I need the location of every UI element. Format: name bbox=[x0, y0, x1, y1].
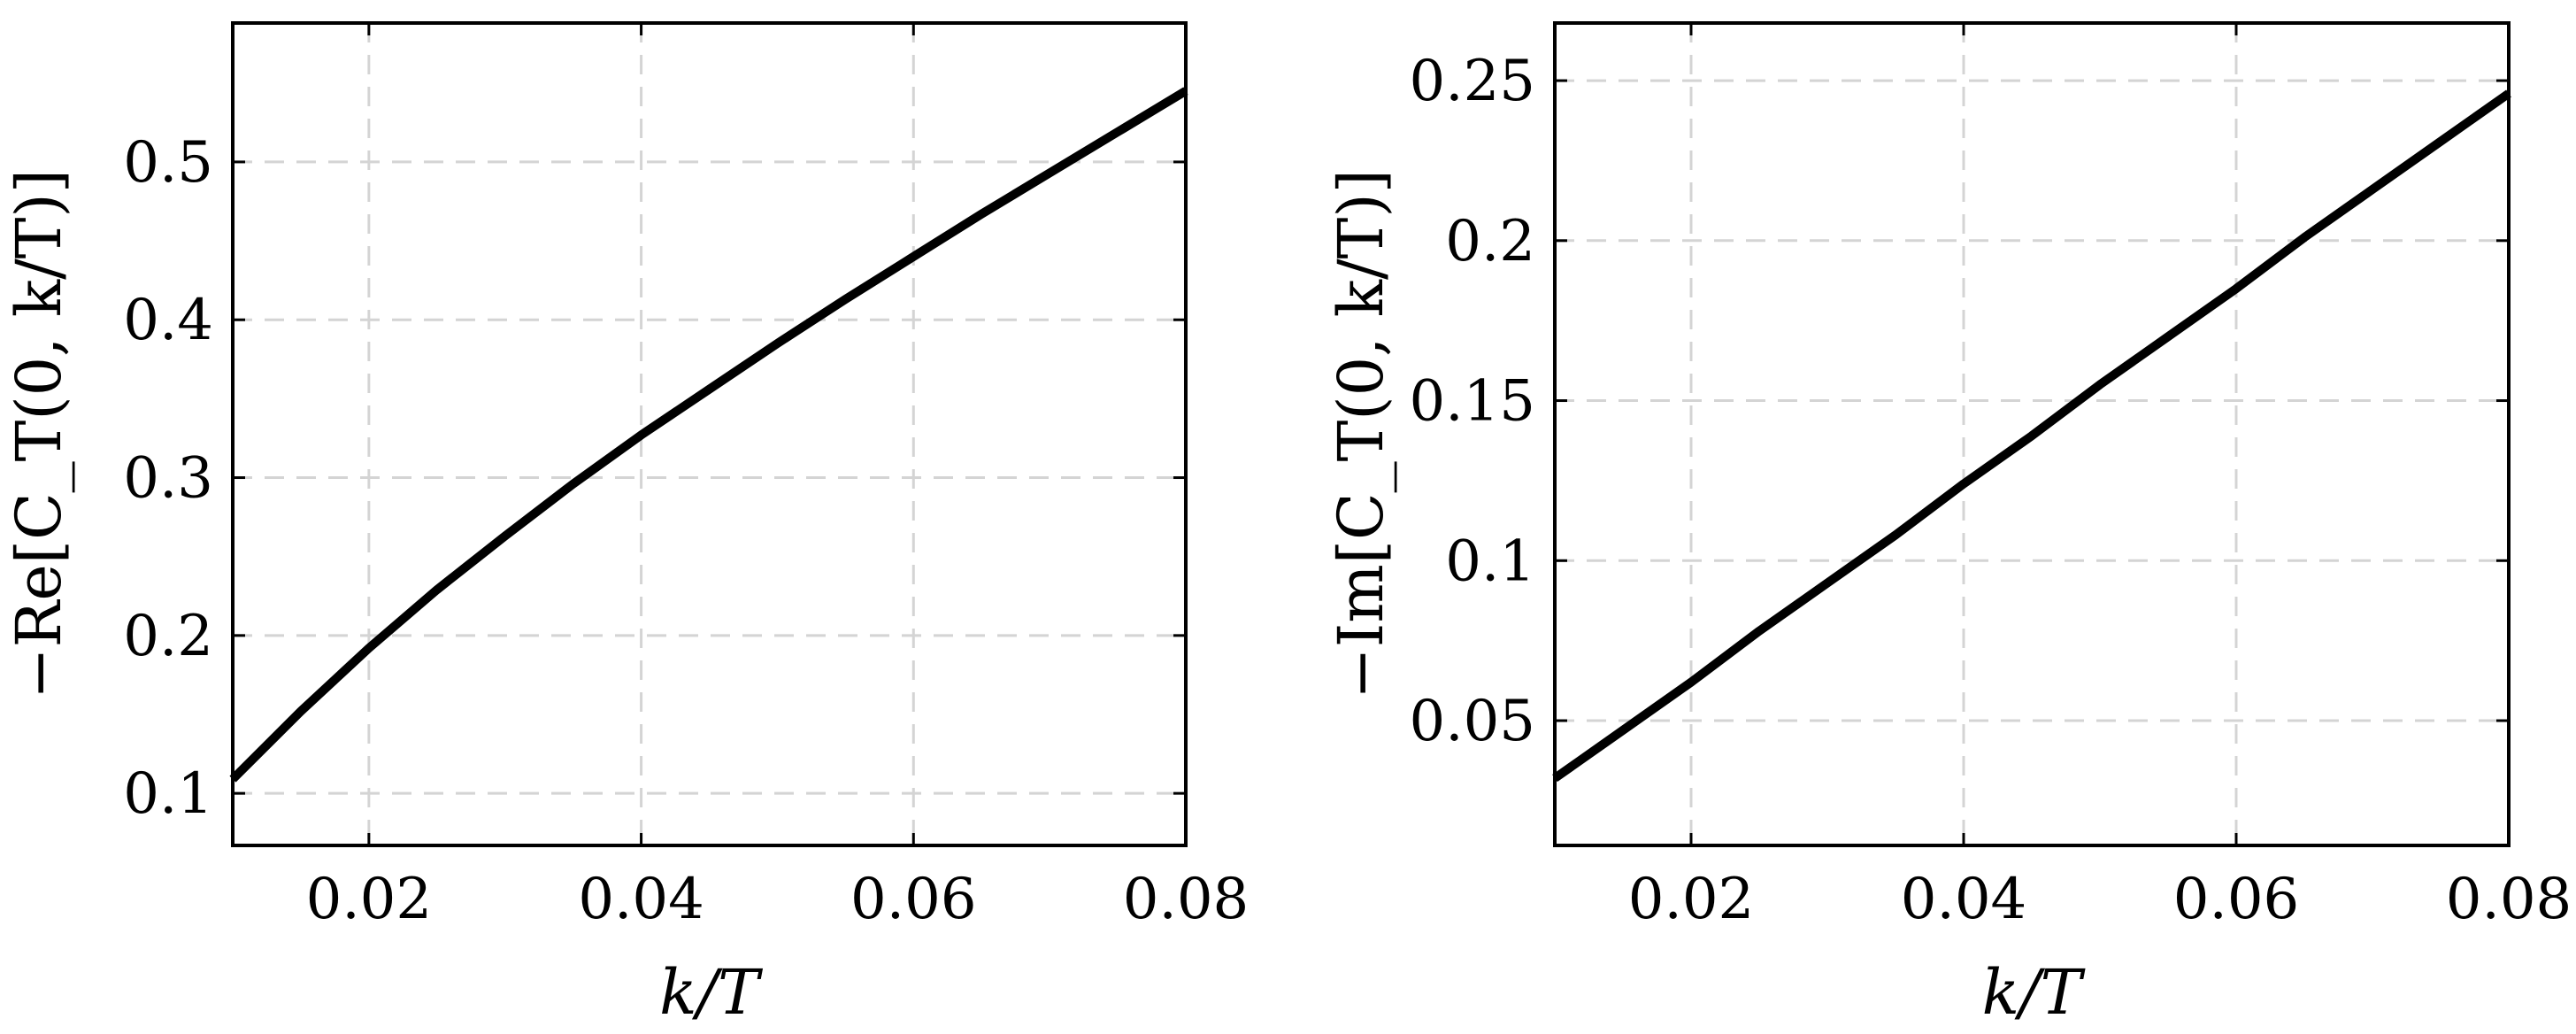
x-tick-label: 0.02 bbox=[1628, 867, 1755, 932]
y-tick-label: 0.2 bbox=[1445, 209, 1535, 274]
y-tick-labels: 0.05 0.1 0.15 0.2 0.25 bbox=[1410, 49, 1536, 754]
y-tick-label: 0.1 bbox=[1445, 529, 1535, 594]
grid bbox=[233, 23, 1188, 845]
x-tick-label: 0.06 bbox=[2173, 867, 2300, 932]
x-tick-labels: 0.02 0.04 0.06 0.08 bbox=[1628, 867, 2572, 932]
x-axis-title-text: k/T bbox=[1982, 956, 2086, 1029]
plot-frame bbox=[1553, 21, 2511, 847]
series-line bbox=[1552, 89, 2511, 783]
y-tick-label: 0.1 bbox=[123, 761, 213, 827]
ticks bbox=[233, 23, 1188, 845]
ticks bbox=[1555, 23, 2511, 845]
y-tick-label: 0.2 bbox=[123, 604, 213, 669]
y-tick-label: 0.15 bbox=[1410, 369, 1536, 435]
x-tick-labels: 0.02 0.04 0.06 0.08 bbox=[306, 867, 1250, 932]
x-tick-label: 0.02 bbox=[306, 867, 433, 932]
x-tick-label: 0.04 bbox=[1901, 867, 2027, 932]
x-axis-title-text: k/T bbox=[659, 956, 763, 1029]
series-group bbox=[229, 87, 1188, 783]
plot-frame bbox=[231, 21, 1188, 847]
x-tick-label: 0.04 bbox=[578, 867, 704, 932]
y-tick-label: 0.4 bbox=[123, 288, 213, 353]
y-tick-label: 0.3 bbox=[123, 446, 213, 512]
x-axis-title: k/T bbox=[1982, 956, 2086, 1029]
y-tick-label: 0.25 bbox=[1410, 49, 1536, 114]
y-tick-labels: 0.1 0.2 0.3 0.4 0.5 bbox=[123, 130, 213, 827]
x-tick-label: 0.08 bbox=[2446, 867, 2572, 932]
y-axis-title: −Re[C_T(0, k/T)] bbox=[3, 169, 75, 699]
chart-left: 0.02 0.04 0.06 0.08 0.1 0.2 0.3 0.4 0.5 k/T −Re… bbox=[3, 21, 1250, 1029]
x-axis-title: k/T bbox=[659, 956, 763, 1029]
y-tick-label: 0.5 bbox=[123, 130, 213, 196]
series-line bbox=[229, 87, 1188, 783]
series-group bbox=[1552, 89, 2511, 783]
chart-right: 0.02 0.04 0.06 0.08 0.050.10.150.20.25 k/T … bbox=[1325, 21, 2572, 1029]
y-axis-title-text: −Re[C_T(0, k/T)] bbox=[3, 169, 75, 699]
y-axis-title: −Im[C_T(0, k/T)] bbox=[1325, 169, 1397, 699]
y-tick-label: 0.05 bbox=[1410, 689, 1536, 754]
x-tick-label: 0.06 bbox=[850, 867, 977, 932]
y-axis-title-text: −Im[C_T(0, k/T)] bbox=[1325, 169, 1397, 699]
x-tick-label: 0.08 bbox=[1123, 867, 1250, 932]
